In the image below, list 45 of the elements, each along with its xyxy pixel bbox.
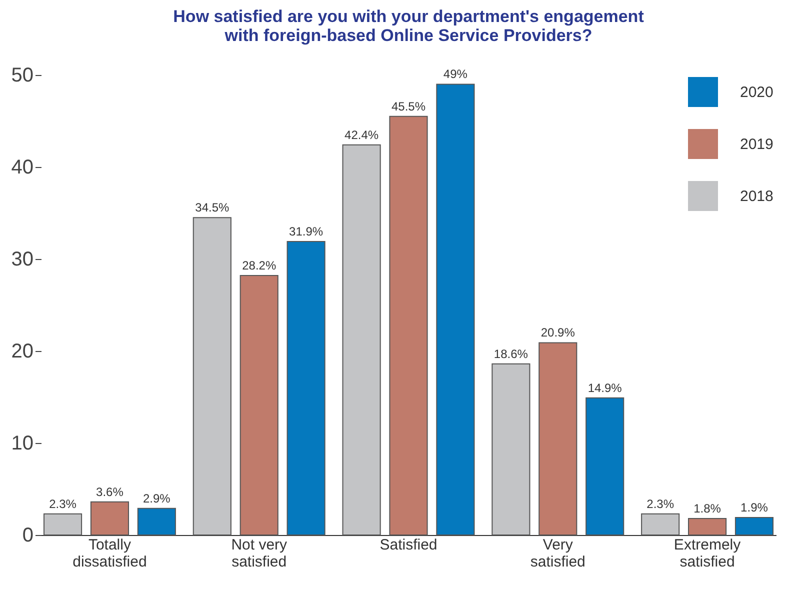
x-tick-label: Very satisfied: [530, 536, 586, 570]
y-tick-label: 20: [11, 340, 34, 362]
y-tick-label: 10: [11, 432, 34, 454]
y-tick-label: 30: [11, 248, 34, 270]
y-tick-label: 0: [22, 524, 34, 546]
bar: [436, 84, 475, 536]
bar: [240, 275, 278, 536]
bar: [342, 144, 381, 536]
bar: [538, 342, 578, 536]
bar: [641, 513, 680, 536]
legend-label: 2019: [740, 136, 774, 153]
chart-title: How satisfied are you with your department's engagement with foreign-based Online Service Providers?: [173, 7, 644, 45]
data-label: 31.9%: [289, 224, 324, 239]
data-label: 2.3%: [646, 496, 674, 511]
bar: [137, 508, 176, 536]
bar: [192, 217, 232, 536]
data-label: 34.5%: [195, 200, 230, 215]
bar: [586, 397, 624, 536]
data-label: 42.4%: [344, 128, 379, 142]
bar: [389, 116, 428, 536]
data-label: 20.9%: [540, 326, 576, 340]
bar: [43, 513, 82, 536]
bar: [688, 518, 727, 536]
x-tick-label: Not very satisfied: [231, 536, 288, 570]
data-label: 14.9%: [588, 380, 622, 395]
bar: [286, 241, 326, 536]
data-label: 2.3%: [49, 496, 77, 511]
bar: [492, 363, 530, 536]
data-label: 45.5%: [391, 99, 426, 114]
data-label: 2.9%: [142, 491, 171, 506]
bar: [90, 501, 129, 536]
data-label: 18.6%: [494, 346, 528, 361]
data-label: 49%: [443, 67, 468, 82]
x-tick-label: Satisfied: [380, 536, 438, 554]
data-label: 3.6%: [96, 484, 124, 499]
x-tick-label: Totally dissatisfied: [72, 536, 147, 570]
x-tick-label: Extremely satisfied: [674, 536, 742, 570]
data-label: 1.8%: [694, 501, 722, 516]
bar: [734, 517, 774, 536]
data-label: 1.9%: [740, 500, 768, 515]
y-tick-label: 50: [11, 64, 34, 86]
legend-label: 2020: [740, 84, 774, 101]
legend-label: 2018: [740, 188, 774, 205]
y-tick-label: 40: [11, 156, 34, 178]
data-label: 28.2%: [242, 258, 276, 273]
